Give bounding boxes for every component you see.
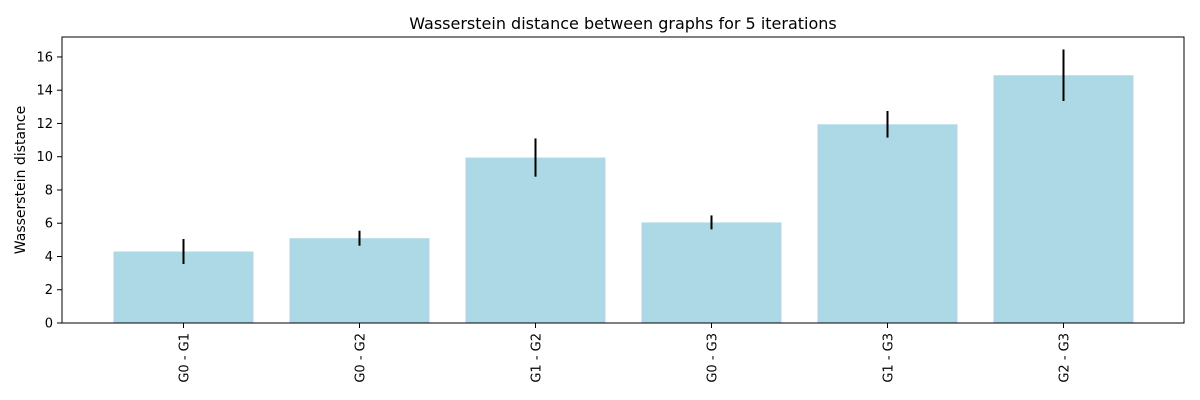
y-tick-label: 8 <box>45 183 53 198</box>
x-tick-label: G1 - G3 <box>882 333 897 383</box>
y-tick-label: 0 <box>45 317 53 332</box>
y-tick-label: 14 <box>36 84 53 99</box>
y-tick-label: 2 <box>45 283 53 298</box>
y-axis-label: Wasserstein distance <box>13 106 29 254</box>
x-ticks-layer: G0 - G1 G0 - G2 G1 - G2 G0 - G3 G1 - G3 G2 - … <box>178 323 1073 383</box>
bar-g0-g3 <box>641 222 782 323</box>
bar-g1-g3 <box>817 124 958 323</box>
y-ticks-layer: 0 2 4 6 8 10 12 14 16 <box>36 50 62 332</box>
bars-layer <box>113 75 1134 323</box>
bar-g0-g2 <box>289 238 430 323</box>
y-tick-label: 10 <box>36 150 53 165</box>
x-tick-label: G2 - G3 <box>1058 333 1073 383</box>
y-tick-label: 6 <box>45 217 53 232</box>
x-tick-label: G1 - G2 <box>530 333 545 383</box>
x-tick-label: G0 - G1 <box>178 333 193 383</box>
y-tick-label: 12 <box>36 117 53 132</box>
chart-title: Wasserstein distance between graphs for … <box>409 14 837 33</box>
y-tick-label: 16 <box>36 50 53 65</box>
bar-g1-g2 <box>465 157 606 323</box>
x-tick-label: G0 - G3 <box>706 333 721 383</box>
y-tick-label: 4 <box>45 250 53 265</box>
plot-frame <box>61 36 1185 324</box>
x-tick-label: G0 - G2 <box>354 333 369 383</box>
bar-g2-g3 <box>993 75 1134 323</box>
error-bars-layer <box>182 49 1065 264</box>
